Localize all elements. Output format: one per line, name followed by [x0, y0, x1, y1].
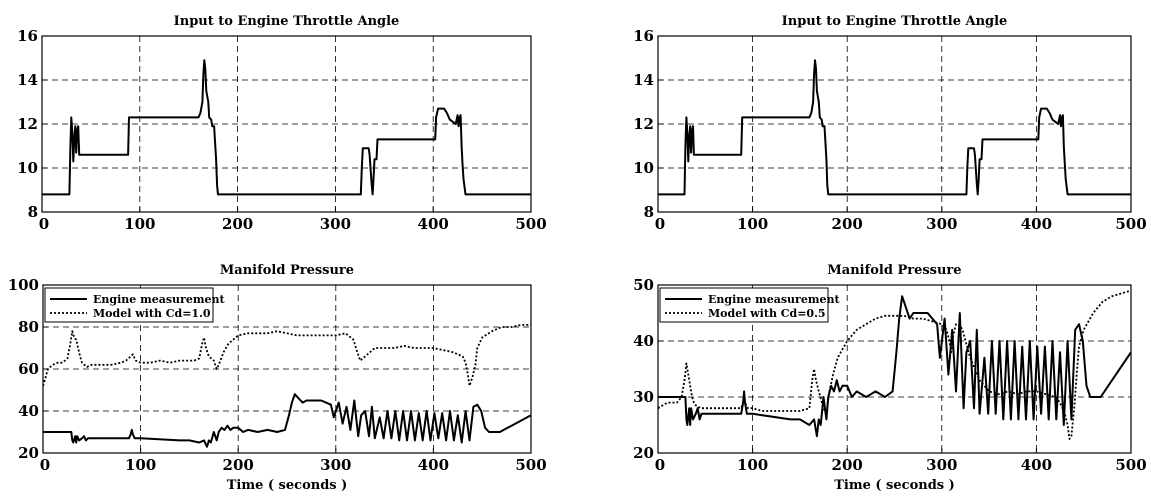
y-tick-label: 20	[18, 444, 39, 462]
x-tick-label: 300	[320, 456, 351, 474]
y-tick-label: 8	[644, 203, 654, 221]
y-tick-label: 30	[633, 388, 654, 406]
model-series-line	[658, 289, 1131, 440]
y-tick-label: 60	[18, 360, 39, 378]
x-tick-label: 400	[1021, 456, 1052, 474]
x-tick-label: 100	[737, 456, 768, 474]
throttle-panel-left: Input to Engine Throttle Angle 0 100 200 300…	[17, 14, 547, 233]
x-tick-label: 0	[40, 456, 50, 474]
legend-box	[659, 287, 829, 323]
legend-label: Engine measurement	[708, 293, 840, 306]
legend-label: Model with Cd=1.0	[93, 307, 211, 320]
x-tick-label: 0	[39, 215, 49, 233]
x-tick-label: 500	[515, 215, 546, 233]
plot-frame	[657, 284, 1132, 454]
x-axis-label: Time ( seconds )	[227, 478, 348, 493]
x-tick-label: 400	[418, 215, 449, 233]
x-tick-label: 100	[125, 456, 156, 474]
legend-box	[44, 287, 214, 323]
y-tick-label: 16	[633, 27, 654, 45]
y-tick-label: 10	[633, 159, 654, 177]
y-tick-label: 8	[28, 203, 38, 221]
chart-title: Manifold Pressure	[827, 263, 961, 278]
chart-title: Input to Engine Throttle Angle	[782, 14, 1008, 29]
x-tick-label: 500	[515, 456, 546, 474]
x-tick-label: 200	[832, 456, 863, 474]
x-tick-label: 0	[655, 215, 665, 233]
x-tick-label: 300	[320, 215, 351, 233]
y-tick-label: 12	[633, 115, 654, 133]
x-tick-label: 100	[737, 215, 768, 233]
x-tick-label: 400	[1021, 215, 1052, 233]
y-tick-label: 10	[17, 159, 38, 177]
x-tick-label: 200	[222, 215, 253, 233]
x-tick-label: 100	[124, 215, 155, 233]
pressure-panel-right: Manifold Pressure 0 100 200 300 400 500 20 30 40 5…	[633, 263, 1147, 493]
x-axis-label: Time ( seconds )	[834, 478, 955, 493]
y-tick-label: 20	[633, 444, 654, 462]
legend-label: Engine measurement	[93, 293, 225, 306]
x-tick-label: 300	[926, 456, 957, 474]
y-tick-label: 40	[633, 332, 654, 350]
legend-label: Model with Cd=0.5	[708, 307, 826, 320]
y-tick-label: 14	[17, 71, 38, 89]
y-tick-label: 40	[18, 402, 39, 420]
measurement-series-line	[43, 393, 531, 448]
x-tick-label: 300	[926, 215, 957, 233]
plot-frame	[657, 35, 1132, 213]
pressure-panel-left: Manifold Pressure 0 100 200 300 400 500 20 40 60 8…	[8, 263, 547, 493]
model-series-line	[43, 323, 531, 387]
x-tick-label: 500	[1115, 215, 1146, 233]
plot-frame	[42, 284, 532, 454]
y-tick-label: 50	[633, 276, 654, 294]
x-tick-label: 0	[655, 456, 665, 474]
y-tick-label: 80	[18, 318, 39, 336]
y-tick-label: 12	[17, 115, 38, 133]
x-tick-label: 400	[418, 456, 449, 474]
plot-frame	[41, 35, 532, 213]
chart-title: Input to Engine Throttle Angle	[174, 14, 400, 29]
chart-title: Manifold Pressure	[220, 263, 354, 278]
measurement-series-line	[42, 59, 531, 196]
y-tick-label: 100	[8, 276, 39, 294]
throttle-panel-right: Input to Engine Throttle Angle 0 100 200 300…	[633, 14, 1147, 233]
measurement-series-line	[658, 59, 1131, 196]
y-tick-label: 16	[17, 27, 38, 45]
y-tick-label: 14	[633, 71, 654, 89]
x-tick-label: 500	[1115, 456, 1146, 474]
x-tick-label: 200	[832, 215, 863, 233]
x-tick-label: 200	[223, 456, 254, 474]
measurement-series-line	[658, 295, 1131, 438]
